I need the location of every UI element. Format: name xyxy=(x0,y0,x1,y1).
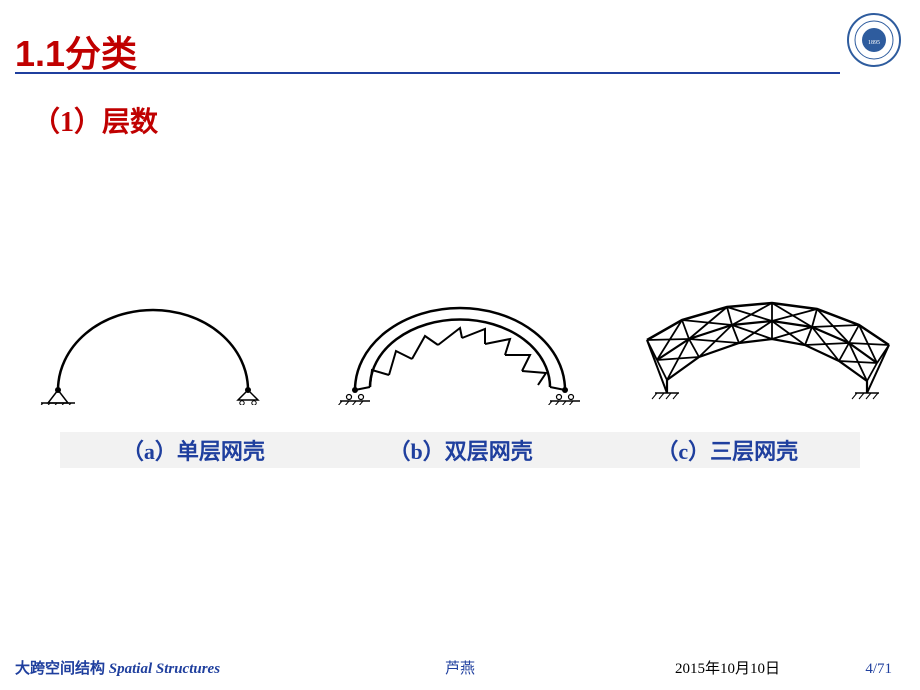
subtitle: （1）层数 xyxy=(32,100,158,140)
title-text: 1.1分类 xyxy=(15,33,137,74)
university-logo: 1895 xyxy=(846,12,902,68)
footer-course-cn: 大跨空间结构 xyxy=(15,661,109,677)
svg-text:1895: 1895 xyxy=(868,40,880,46)
diagram-double-layer xyxy=(320,275,600,405)
footer-page: 4/71 xyxy=(865,661,892,678)
diagram-triple-layer xyxy=(627,275,907,405)
footer-date: 2015年10月10日 xyxy=(675,657,780,678)
diagram-single-layer xyxy=(13,275,293,405)
footer-course: 大跨空间结构 Spatial Structures xyxy=(15,657,220,678)
label-c: （c）三层网壳 xyxy=(656,434,798,466)
title-underline xyxy=(15,72,840,74)
diagram-labels-row: （a）单层网壳 （b）双层网壳 （c）三层网壳 xyxy=(60,432,860,468)
diagram-row xyxy=(0,255,920,405)
slide-footer: 大跨空间结构 Spatial Structures 芦燕 2015年10月10日… xyxy=(0,654,920,678)
footer-course-en: Spatial Structures xyxy=(109,661,220,677)
footer-author: 芦燕 xyxy=(445,657,475,678)
slide-title: 1.1分类 xyxy=(15,25,840,77)
label-a: （a）单层网壳 xyxy=(122,434,265,466)
label-b: （b）双层网壳 xyxy=(389,434,533,466)
